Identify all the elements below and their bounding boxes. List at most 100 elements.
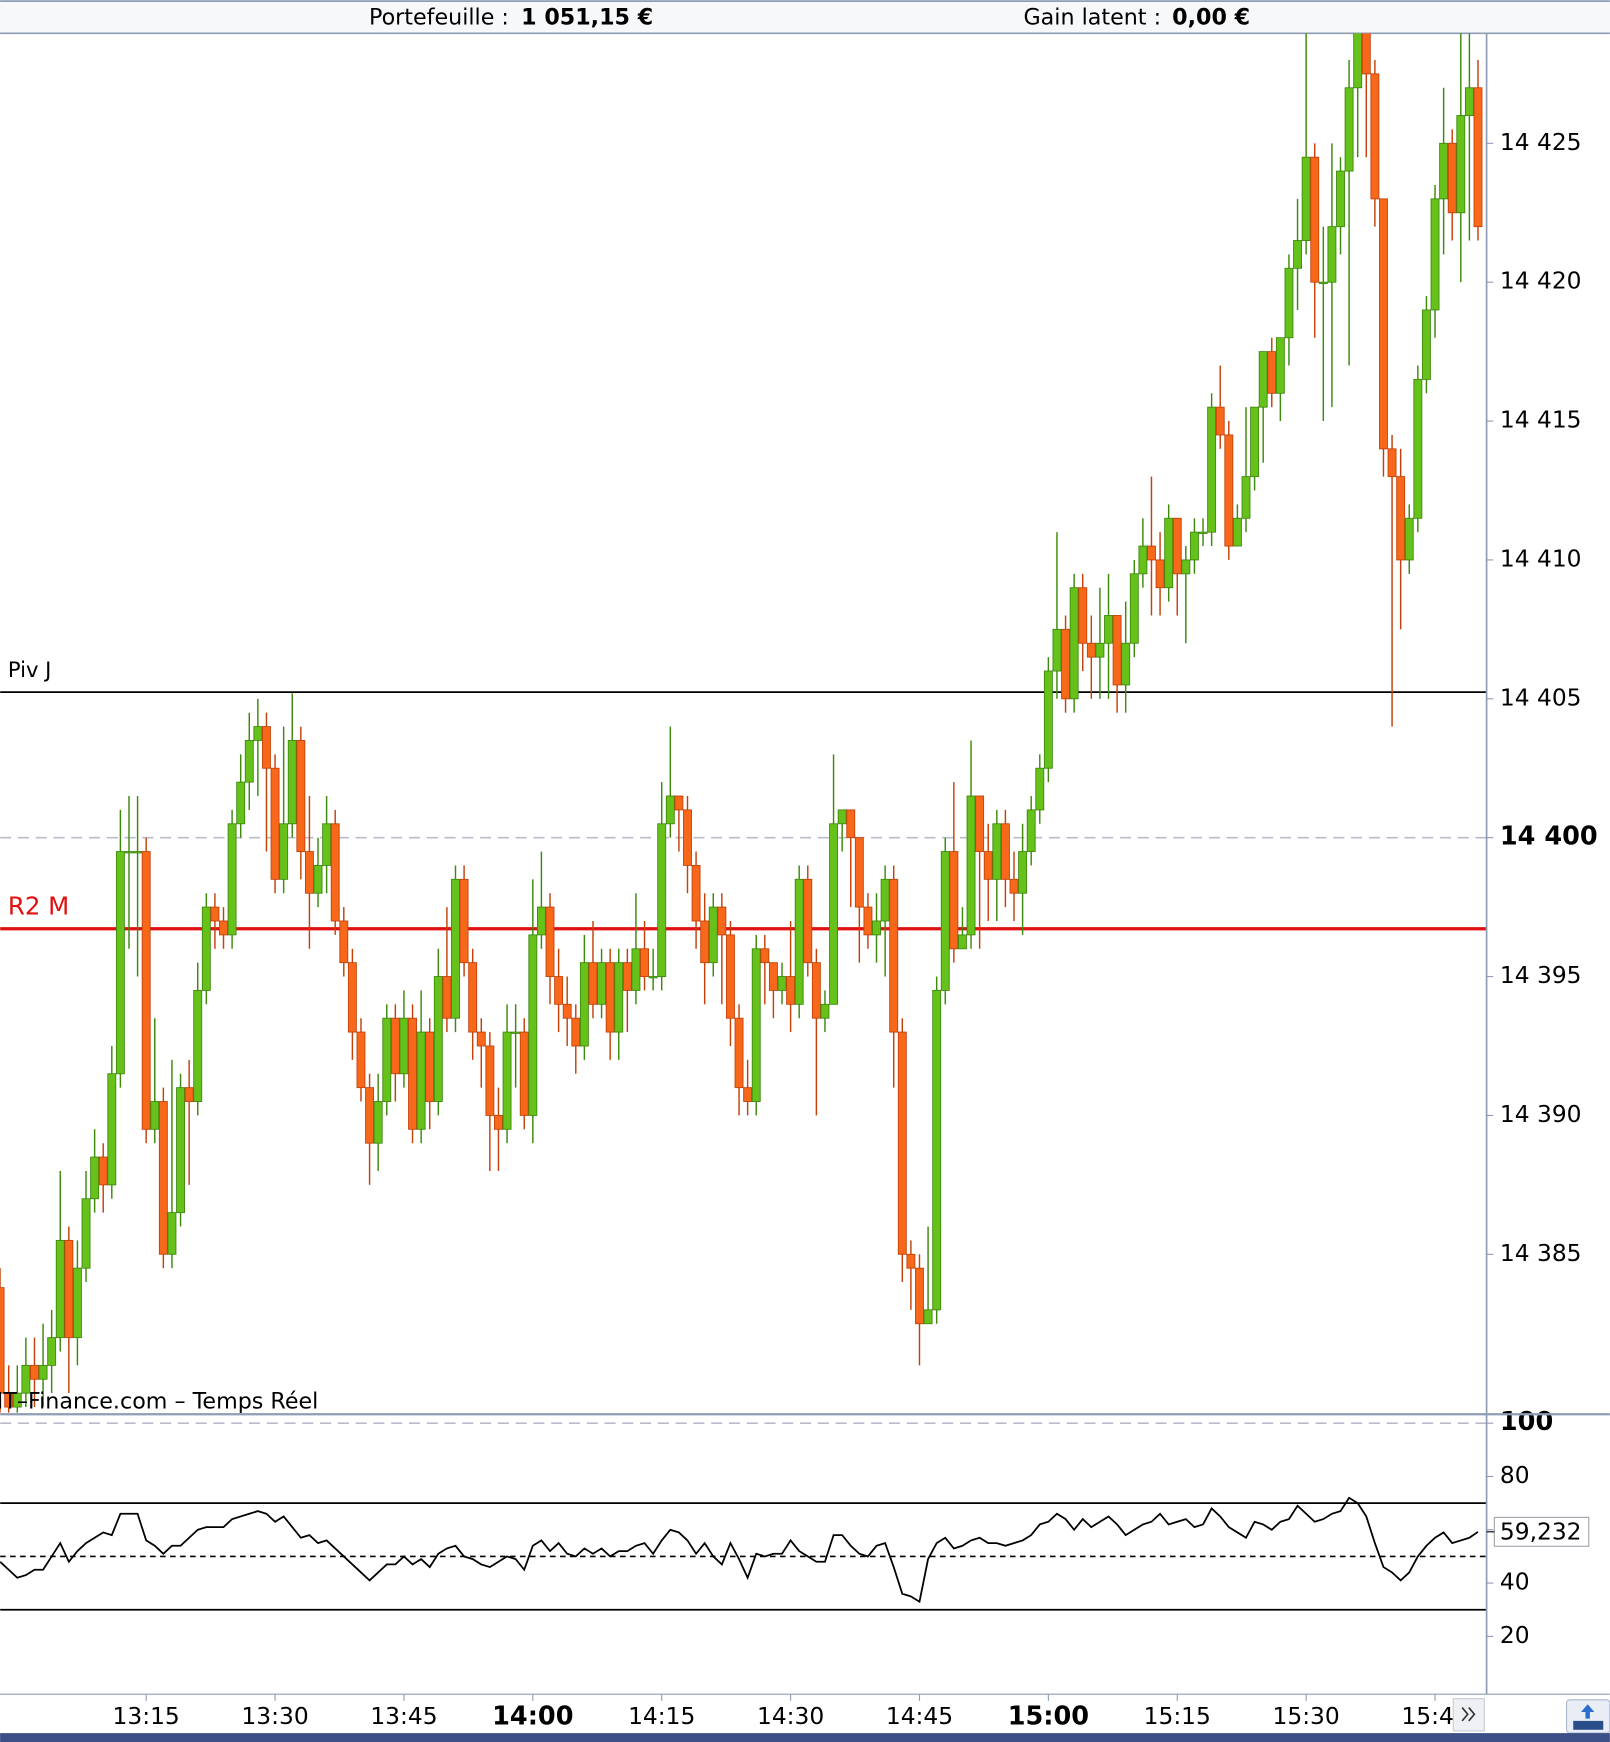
- candle-body: [519, 1031, 529, 1116]
- y-tick-label: 14 415: [1500, 406, 1582, 434]
- candle-body: [1215, 406, 1225, 436]
- candle-body: [485, 1045, 495, 1116]
- y-tick-label: 20: [1500, 1621, 1530, 1649]
- candle-body: [966, 795, 976, 936]
- candle-body: [339, 920, 349, 964]
- candle-body: [1189, 531, 1199, 561]
- candle-body: [1198, 531, 1208, 534]
- candle-body: [975, 795, 985, 853]
- candle-body: [1318, 281, 1328, 284]
- candle-body: [846, 809, 856, 839]
- candle-body: [4, 1392, 14, 1408]
- candle-body: [1344, 87, 1354, 172]
- candle-body: [1439, 142, 1449, 200]
- candle-body: [1387, 448, 1397, 478]
- candle-body: [648, 976, 658, 979]
- x-tick-label: 13:30: [241, 1702, 308, 1730]
- candle-body: [717, 906, 727, 936]
- candle-body: [38, 1364, 48, 1380]
- overlay: Piv J R2 M 59,232: [8, 657, 1590, 1547]
- candle-body: [597, 962, 607, 1005]
- candle-body: [1241, 476, 1251, 519]
- y-tick-label: 14 395: [1500, 961, 1582, 989]
- candle-body: [786, 976, 796, 1005]
- gain-value: 0,00 €: [1172, 4, 1250, 30]
- candle-body: [1361, 33, 1371, 75]
- candle-body: [674, 795, 684, 811]
- candle-body: [640, 948, 649, 977]
- candle-body: [296, 740, 306, 853]
- candle-body: [373, 1101, 383, 1144]
- candle-body: [1164, 517, 1174, 589]
- candle-body: [90, 1156, 100, 1200]
- candle-body: [236, 781, 246, 825]
- x-tick-label: 14:00: [492, 1702, 573, 1732]
- candle-body: [47, 1337, 57, 1366]
- export-icon: [1581, 1704, 1595, 1719]
- candle-body: [408, 1017, 417, 1130]
- candle-body: [133, 851, 143, 854]
- candle-body: [897, 1031, 907, 1255]
- candle-body: [494, 1114, 503, 1130]
- candle-body: [880, 878, 890, 922]
- candle-body: [64, 1239, 74, 1339]
- candle-body: [863, 906, 873, 936]
- candle-body: [98, 1156, 108, 1186]
- candle-body: [433, 976, 443, 1102]
- candle-body: [536, 906, 546, 936]
- candle-body: [1404, 517, 1414, 561]
- x-tick-label: 14:45: [886, 1702, 953, 1730]
- candle-body: [1413, 378, 1423, 519]
- candle-body: [1069, 587, 1079, 700]
- candle-body: [983, 851, 993, 880]
- candle-body: [915, 1267, 924, 1325]
- rsi-line: [0, 1496, 1479, 1604]
- candle-body: [219, 920, 228, 936]
- candle-body: [1052, 628, 1062, 672]
- x-tick-label: 13:15: [113, 1702, 180, 1730]
- candle-body: [751, 948, 761, 1102]
- x-tick-label: 15:00: [1008, 1702, 1089, 1732]
- candle-body: [356, 1031, 366, 1089]
- candle-body: [614, 962, 624, 1033]
- candle-body: [1464, 87, 1474, 116]
- candle-body: [829, 823, 839, 1005]
- candle-body: [270, 767, 280, 880]
- candle-body: [708, 906, 718, 964]
- candle-body: [794, 878, 804, 1005]
- candle-body: [1078, 587, 1088, 644]
- candle-body: [425, 1031, 435, 1102]
- candle-body: [115, 851, 125, 1075]
- candle-body: [227, 823, 237, 936]
- candle-body: [451, 878, 460, 1019]
- y-tick-label: 80: [1500, 1461, 1530, 1489]
- candle-body: [124, 851, 134, 854]
- x-tick-label: 15:15: [1144, 1702, 1211, 1730]
- scroll-button[interactable]: [1452, 1698, 1485, 1732]
- y-tick-label: 14 420: [1500, 267, 1582, 295]
- candle-body: [511, 1031, 521, 1034]
- candle-body: [665, 795, 675, 825]
- candle-body: [923, 1309, 933, 1325]
- candle-body: [1258, 351, 1268, 408]
- candle-body: [889, 878, 899, 1033]
- candle-body: [442, 976, 452, 1019]
- candle-body: [1421, 309, 1431, 380]
- candle-body: [72, 1267, 82, 1339]
- y-tick-label: 40: [1500, 1568, 1530, 1596]
- candle-body: [837, 809, 847, 825]
- level-label: R2 M: [8, 892, 69, 921]
- candle-body: [253, 726, 263, 741]
- y-tick-label: 14 405: [1500, 683, 1582, 711]
- candle-body: [1250, 406, 1260, 478]
- candle-body: [55, 1239, 65, 1339]
- gain-label: Gain latent :: [1023, 4, 1161, 30]
- candle-body: [545, 906, 555, 977]
- candle-body: [691, 865, 701, 922]
- x-tick-label: 13:45: [370, 1702, 437, 1730]
- candle-body: [820, 1003, 830, 1019]
- candle-body: [726, 934, 735, 1019]
- candle-body: [743, 1087, 753, 1102]
